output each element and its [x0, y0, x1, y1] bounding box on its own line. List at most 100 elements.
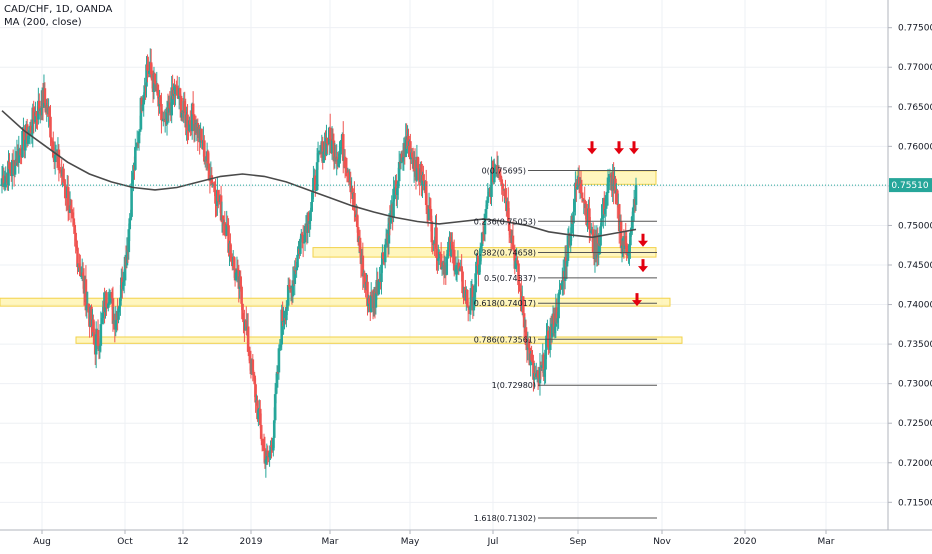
- candle-body: [285, 308, 288, 321]
- candle-body: [259, 424, 263, 439]
- candle-body: [122, 280, 126, 283]
- candle-body: [417, 168, 421, 181]
- candle-body: [604, 195, 608, 209]
- candle-body: [139, 97, 143, 130]
- fib-label: 0.382(0.74658): [474, 249, 536, 258]
- candle-body: [138, 129, 142, 132]
- candle-body: [257, 409, 260, 420]
- candle-body: [581, 198, 585, 202]
- candle-body: [264, 459, 268, 464]
- candle-body: [521, 296, 525, 314]
- candle-body: [361, 255, 365, 277]
- candle-body: [200, 128, 203, 141]
- candle-body: [322, 151, 325, 163]
- candle-body: [518, 285, 521, 289]
- candle-body: [634, 185, 638, 205]
- candle-body: [420, 163, 423, 186]
- candle-body: [603, 208, 607, 215]
- candle-body: [393, 188, 396, 190]
- candle-body: [74, 232, 77, 241]
- candle-body: [279, 344, 283, 348]
- candle-body: [227, 225, 230, 253]
- candle-body: [53, 155, 57, 163]
- candle-body: [266, 450, 270, 457]
- candle-body: [57, 149, 61, 171]
- candle-body: [78, 263, 81, 268]
- y-tick-label: 0.74000: [898, 301, 932, 311]
- candle-body: [48, 107, 51, 117]
- candle-body: [312, 177, 315, 191]
- candle-body: [252, 374, 256, 376]
- candle-body: [606, 177, 610, 194]
- candle-body: [331, 139, 335, 141]
- candle-body: [81, 272, 85, 276]
- candle-body: [490, 170, 493, 197]
- candle-body: [585, 203, 588, 225]
- candle-body: [181, 111, 185, 113]
- candle-body: [308, 221, 311, 224]
- candle-body: [223, 222, 227, 236]
- candle-body: [409, 141, 412, 160]
- candle-body: [354, 210, 357, 218]
- candle-body: [368, 298, 371, 304]
- candle-body: [137, 131, 141, 144]
- candle-body: [589, 230, 593, 233]
- candle-body: [131, 179, 134, 184]
- candle-body: [219, 195, 223, 221]
- candle-body: [522, 313, 526, 328]
- candle-body: [570, 215, 573, 234]
- candle-body: [338, 151, 341, 160]
- candle-body: [415, 156, 419, 181]
- candle-body: [129, 216, 132, 219]
- candle-body: [240, 286, 243, 304]
- candle-body: [179, 95, 183, 118]
- candle-body: [106, 307, 109, 309]
- fib-label: 0.5(0.74337): [484, 274, 536, 283]
- candle-body: [454, 268, 458, 271]
- candle-body: [575, 182, 578, 190]
- candle-body: [382, 252, 385, 259]
- candle-body: [468, 306, 472, 310]
- candle-body: [84, 279, 88, 311]
- down-arrow-icon: [629, 141, 639, 155]
- y-tick-label: 0.71500: [898, 498, 932, 508]
- candle-body: [98, 345, 102, 351]
- x-tick-label: Oct: [117, 537, 133, 547]
- candle-body: [8, 161, 11, 170]
- candle-body: [556, 318, 559, 323]
- candle-body: [72, 218, 76, 225]
- candle-body: [121, 282, 125, 290]
- down-arrow-icon: [614, 141, 624, 155]
- candle-body: [217, 190, 220, 202]
- candle-body: [135, 142, 139, 147]
- candle-body: [485, 200, 489, 210]
- candle-body: [374, 293, 378, 308]
- zone-rect: [0, 297, 671, 307]
- candle-body: [9, 169, 12, 174]
- candle-body: [191, 103, 195, 115]
- candle-body: [26, 135, 30, 144]
- candle-body: [516, 260, 519, 264]
- candle-body: [433, 243, 436, 245]
- candle-body: [260, 438, 264, 446]
- candle-body: [437, 252, 441, 259]
- candle-body: [30, 133, 34, 135]
- candle-body: [424, 181, 428, 206]
- candle-body: [119, 297, 122, 306]
- candle-body: [128, 218, 132, 230]
- x-tick-label: Sep: [570, 537, 587, 547]
- candle-body: [506, 201, 510, 222]
- chart-title: CAD/CHF, 1D, OANDA: [4, 4, 113, 15]
- candle-body: [276, 371, 280, 373]
- candle-body: [517, 263, 520, 286]
- candle-body: [142, 94, 146, 105]
- candle-body: [241, 303, 244, 320]
- candle-body: [23, 128, 26, 151]
- candle-body: [563, 256, 567, 281]
- candle-body: [337, 159, 340, 167]
- candle-body: [236, 268, 240, 270]
- candle-body: [7, 161, 10, 185]
- candle-body: [619, 221, 623, 249]
